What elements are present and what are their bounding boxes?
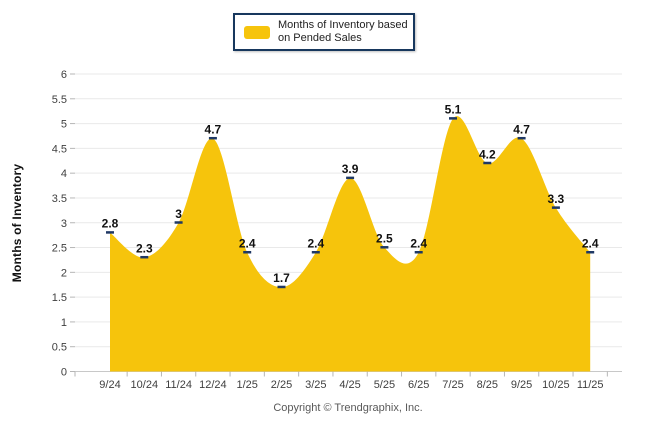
x-tick-label: 10/25 — [542, 379, 570, 391]
y-tick-label: 5 — [61, 119, 67, 131]
legend: Months of Inventory based on Pended Sale… — [233, 13, 415, 51]
y-tick-label: 3.5 — [52, 193, 67, 205]
data-point-marker — [208, 136, 217, 140]
data-point-label: 4.7 — [513, 122, 530, 136]
legend-swatch-icon — [244, 25, 270, 39]
data-point-label: 2.4 — [307, 237, 324, 251]
y-tick-label: 0 — [61, 367, 67, 379]
y-tick-label: 0.5 — [52, 342, 67, 354]
y-axis-title: Months of Inventory — [10, 163, 24, 283]
copyright-text: Copyright © Trendgraphix, Inc. — [273, 402, 423, 414]
data-point-label: 4.2 — [479, 147, 496, 161]
data-point-label: 3.9 — [342, 162, 359, 176]
y-tick-label: 1.5 — [52, 292, 67, 304]
data-point-marker — [243, 251, 252, 254]
data-point-marker — [551, 206, 560, 209]
data-point-marker — [586, 251, 595, 254]
x-tick-label: 9/24 — [99, 379, 120, 391]
y-tick-label: 5.5 — [52, 94, 67, 106]
x-tick-label: 10/24 — [131, 379, 159, 391]
x-tick-label: 8/25 — [477, 379, 498, 391]
y-tick-label: 2.5 — [52, 243, 67, 255]
legend-label-line1: Months of Inventory based — [278, 19, 408, 31]
data-point-marker — [140, 255, 149, 259]
data-point-label: 3 — [175, 207, 182, 221]
y-tick-label: 4 — [61, 168, 67, 180]
data-point-marker — [517, 136, 526, 140]
data-point-label: 2.5 — [376, 232, 393, 246]
y-tick-label: 2 — [61, 267, 67, 279]
data-point-marker — [311, 251, 320, 254]
data-point-label: 2.8 — [102, 217, 119, 231]
data-point-marker — [346, 176, 355, 180]
x-tick-label: 9/25 — [511, 379, 532, 391]
data-point-label: 2.4 — [410, 237, 427, 251]
y-tick-label: 1 — [61, 317, 67, 329]
x-tick-label: 1/25 — [236, 379, 257, 391]
inventory-area-series — [110, 116, 591, 372]
data-point-label: 1.7 — [273, 271, 290, 285]
x-tick-label: 5/25 — [374, 379, 395, 391]
data-point-label: 3.3 — [548, 192, 565, 206]
data-point-marker — [414, 251, 423, 254]
data-point-marker — [483, 161, 492, 165]
x-tick-label: 2/25 — [271, 379, 292, 391]
data-point-label: 2.3 — [136, 241, 153, 255]
legend-label-line2: on Pended Sales — [278, 32, 362, 44]
y-tick-label: 6 — [61, 69, 67, 81]
data-point-label: 2.4 — [582, 237, 599, 251]
x-tick-label: 4/25 — [339, 379, 360, 391]
y-tick-label: 3 — [61, 218, 67, 230]
data-point-marker — [106, 231, 114, 234]
x-tick-label: 7/25 — [442, 379, 463, 391]
data-point-label: 5.1 — [445, 103, 462, 117]
x-tick-label: 11/25 — [577, 379, 604, 391]
x-tick-label: 3/25 — [305, 379, 326, 391]
data-point-marker — [380, 246, 389, 249]
x-tick-label: 11/24 — [165, 379, 192, 391]
data-point-marker — [449, 117, 457, 120]
x-tick-label: 6/25 — [408, 379, 429, 391]
y-tick-label: 4.5 — [52, 143, 67, 155]
x-tick-label: 12/24 — [199, 379, 227, 391]
data-point-label: 2.4 — [239, 237, 256, 251]
legend-label: Months of Inventory based on Pended Sale… — [278, 19, 408, 45]
data-point-marker — [174, 221, 183, 224]
data-point-label: 4.7 — [205, 122, 222, 136]
data-point-marker — [277, 285, 286, 289]
